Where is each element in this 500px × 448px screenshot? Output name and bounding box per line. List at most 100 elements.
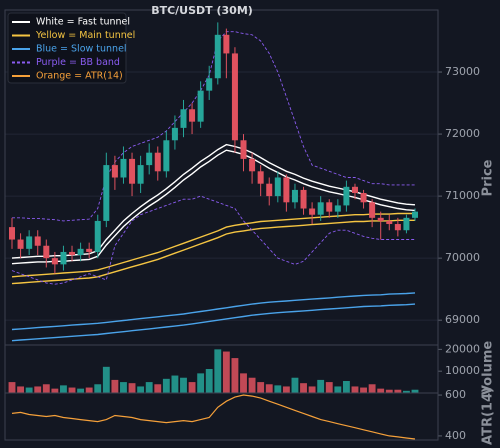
candle-body (163, 140, 170, 172)
volume-bar (197, 373, 205, 393)
volume-bar (85, 387, 93, 393)
volume-bar (77, 388, 85, 393)
volume-bar (51, 388, 59, 393)
candle-body (223, 34, 230, 54)
legend: White = Fast tunnel Yellow = Main tunnel B… (7, 12, 135, 84)
line (11, 219, 415, 285)
legend-box (7, 12, 127, 84)
candle-body (189, 109, 196, 122)
candle-body (154, 152, 161, 172)
legend-label: White = Fast tunnel (36, 17, 130, 28)
volume-bar (60, 385, 67, 393)
candle-body (283, 177, 290, 203)
atr-panel (4, 392, 439, 441)
volume-bar (377, 388, 385, 393)
candle-body (129, 158, 136, 184)
line (12, 31, 415, 222)
marks (8, 22, 419, 440)
volume-bar (34, 386, 42, 393)
y-tick-label: 71000 (445, 189, 480, 202)
chart-title: BTC/USDT (30M) (151, 4, 253, 17)
volume-bar (325, 382, 333, 393)
volume-bar (17, 386, 25, 393)
line (11, 195, 415, 285)
candle-body (137, 165, 144, 184)
candle-body (77, 248, 84, 256)
volume-bar (282, 386, 290, 393)
candle-body (394, 224, 401, 231)
y-tick-label: 600 (445, 388, 466, 401)
y-tick-label: 20000 (445, 342, 480, 355)
line (11, 212, 415, 278)
candle-body (197, 90, 204, 122)
volume-bar (317, 379, 325, 393)
volume-bar (154, 384, 162, 393)
volume-bar (42, 384, 50, 393)
candle-body (274, 177, 281, 197)
candle-body (343, 186, 350, 206)
y-tick-label: 73000 (445, 65, 480, 78)
volume-bar (257, 382, 265, 393)
candle-body (386, 220, 393, 225)
y-tick-label: 10000 (445, 364, 480, 377)
volume-bar (231, 358, 239, 393)
volume-bar (222, 351, 230, 393)
y-tick-label: 400 (445, 429, 466, 442)
y-axis-label: Price (481, 159, 496, 196)
volume-bar (214, 349, 222, 393)
candle-body (171, 127, 178, 141)
candle-body (120, 158, 127, 178)
candle-body (94, 220, 101, 252)
y-tick-label: 69000 (445, 313, 480, 326)
volume-bar (385, 389, 393, 393)
volume-bar (368, 384, 376, 393)
candle-body (43, 245, 50, 259)
candle-body (206, 78, 213, 91)
volume-bar (360, 387, 367, 393)
volume-bar (240, 373, 247, 393)
volume-bar (180, 377, 187, 393)
y-axis-label: ATR(14) (481, 387, 496, 445)
y-tick-label: 72000 (445, 127, 480, 140)
volume-bar (102, 366, 110, 393)
volume-bar (291, 377, 299, 393)
candle-body (334, 205, 341, 212)
candle-body (26, 236, 33, 249)
volume-bar (265, 384, 273, 393)
volume-bar (342, 381, 350, 393)
volume-bar (205, 369, 213, 393)
volume-bar (394, 389, 402, 393)
line (11, 394, 416, 440)
candle-body (34, 236, 41, 246)
volume-bar (188, 382, 196, 393)
volume-bar (402, 390, 410, 393)
volume-bar (334, 386, 342, 393)
candle-body (317, 202, 324, 215)
candle-body (377, 217, 384, 221)
volume-bar (8, 382, 16, 393)
candle-body (69, 251, 76, 256)
volume-bar (308, 386, 316, 393)
candle-body (369, 202, 376, 218)
volume-bar (274, 385, 282, 393)
volume-bar (351, 386, 359, 393)
candle-body (8, 227, 16, 240)
legend-label: Purple = BB band (36, 57, 120, 68)
candle-body (17, 239, 24, 249)
volume-bar (137, 386, 145, 393)
candle-body (214, 34, 221, 79)
candle-body (103, 165, 110, 221)
candle-body (180, 109, 187, 128)
volume-bar (171, 375, 179, 393)
candle-body (326, 202, 333, 212)
candle-body (60, 251, 67, 265)
line (11, 292, 416, 331)
volume-bar (300, 383, 307, 393)
volume-bar (111, 379, 119, 393)
candle-body (403, 217, 410, 231)
candle-body (351, 186, 358, 194)
candle-body (411, 211, 419, 218)
line (11, 303, 416, 342)
candle-body (146, 152, 153, 166)
